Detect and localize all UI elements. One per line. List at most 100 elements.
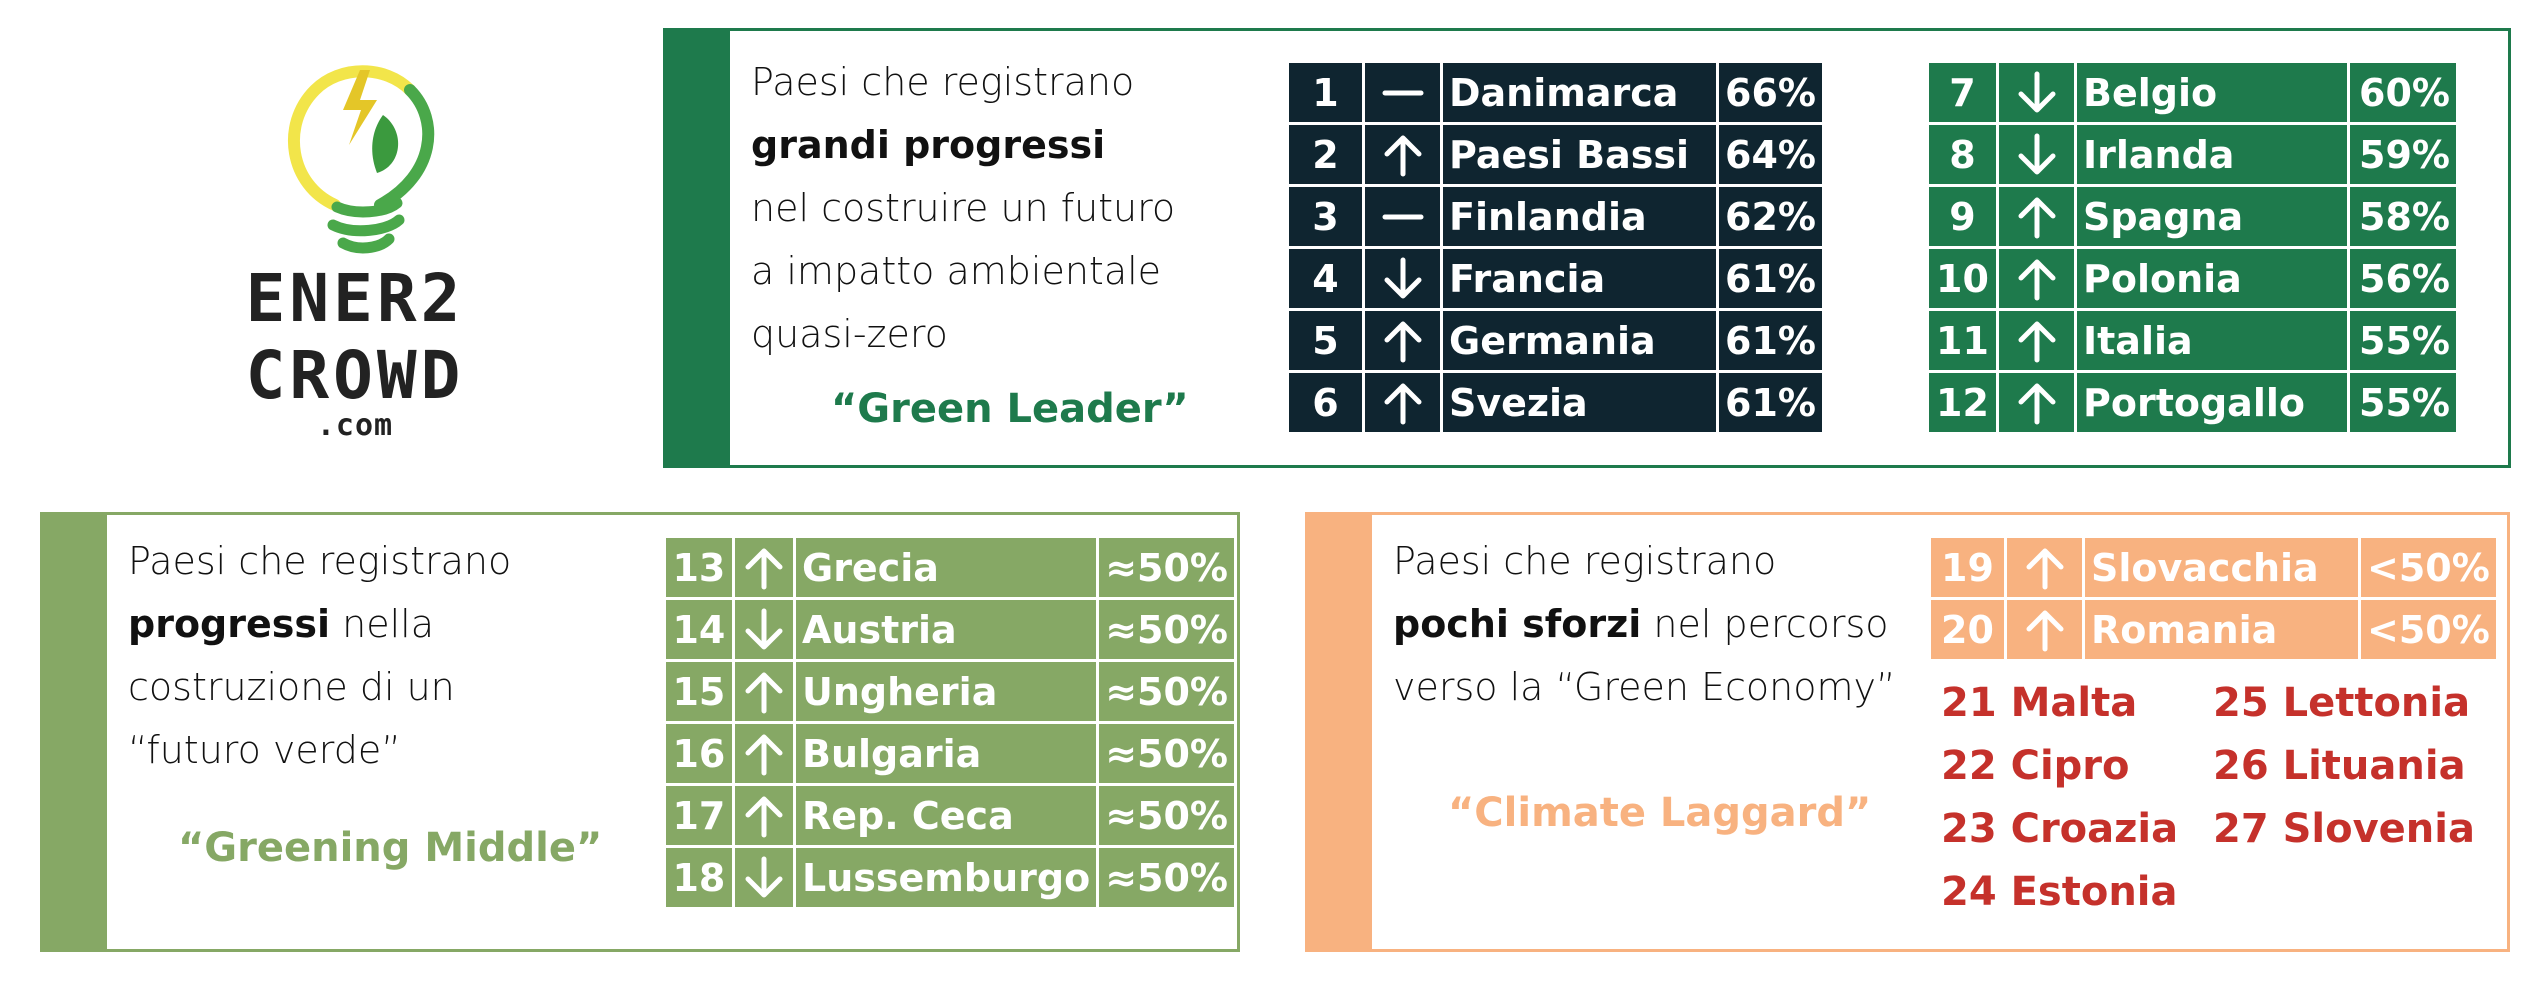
ranking-row: 7 Belgio 60% (1929, 63, 2456, 122)
country-cell: Ungheria (796, 662, 1097, 721)
percentage-cell: ≈50% (1099, 724, 1234, 783)
rank-cell: 19 (1931, 538, 2004, 597)
trend-cell (1365, 249, 1440, 308)
percentage-cell: ≈50% (1099, 600, 1234, 659)
percentage-cell: <50% (2361, 600, 2496, 659)
trend-cell (734, 786, 793, 845)
rank-cell: 18 (666, 848, 732, 907)
percentage-cell: 58% (2350, 187, 2456, 246)
rank-cell: 17 (666, 786, 732, 845)
rank-cell: 3 (1289, 187, 1362, 246)
climate-laggard-table: 19 Slovacchia <50% 20 Romania <50% (1928, 535, 2499, 662)
description-line: verso la “Green Economy” (1393, 665, 1896, 709)
description-line: nel costruire un futuro (751, 186, 1176, 230)
arrow-up-icon (2026, 548, 2063, 589)
rank-cell: 5 (1289, 311, 1362, 370)
ranking-row: 5 Germania 61% (1289, 311, 1822, 370)
greening-middle-table: 13 Grecia ≈50% 14 Austria ≈50% 15 Ungheria ≈50% 1… (663, 535, 1237, 910)
rank-cell: 12 (1929, 373, 1996, 432)
country-cell: Svezia (1443, 373, 1716, 432)
logo-text-line3: .com (316, 408, 394, 443)
description-line: a impatto ambientale (751, 249, 1162, 293)
rank-cell: 9 (1929, 187, 1996, 246)
country-cell: Slovacchia (2085, 538, 2358, 597)
green-leader-panel: Paesi che registrano grandi progressi ne… (663, 28, 2511, 468)
percentage-cell: 60% (2350, 63, 2456, 122)
ranking-row: 6 Svezia 61% (1289, 373, 1822, 432)
rank-cell: 14 (666, 600, 732, 659)
percentage-cell: 64% (1719, 125, 1822, 184)
trend-cell (734, 724, 793, 783)
ranking-row: 2 Paesi Bassi 64% (1289, 125, 1822, 184)
trend-cell (1999, 187, 2074, 246)
climate-laggard-tag: “Climate Laggard” (1448, 790, 1872, 836)
laggard-list-item: 23 Croazia (1941, 806, 2179, 852)
trend-cell (1999, 311, 2074, 370)
trend-cell (1365, 187, 1440, 246)
stable-dash-icon (1382, 90, 1423, 95)
percentage-cell: <50% (2361, 538, 2496, 597)
ranking-row: 12 Portogallo 55% (1929, 373, 2456, 432)
country-cell: Romania (2085, 600, 2358, 659)
percentage-cell: 56% (2350, 249, 2456, 308)
laggard-list-item: 22 Cipro (1941, 743, 2130, 789)
arrow-up-icon (1384, 321, 1421, 362)
description-line: quasi-zero (751, 312, 948, 356)
ranking-row: 19 Slovacchia <50% (1931, 538, 2496, 597)
trend-cell (734, 538, 793, 597)
ranking-row: 11 Italia 55% (1929, 311, 2456, 370)
arrow-up-icon (2018, 383, 2055, 424)
percentage-cell: ≈50% (1099, 662, 1234, 721)
arrow-up-icon (2026, 610, 2063, 651)
green-leader-tag: “Green Leader” (831, 386, 1189, 432)
percentage-cell: ≈50% (1099, 786, 1234, 845)
arrow-up-icon (1384, 135, 1421, 176)
climate-laggard-panel: Paesi che registrano pochi sforzi nel pe… (1305, 512, 2510, 952)
description-line: Paesi che registrano (1393, 539, 1777, 583)
trend-cell (1365, 373, 1440, 432)
arrow-up-icon (745, 548, 783, 589)
country-cell: Finlandia (1443, 187, 1716, 246)
rank-cell: 2 (1289, 125, 1362, 184)
percentage-cell: 55% (2350, 311, 2456, 370)
description-line: “futuro verde” (128, 728, 401, 772)
country-cell: Italia (2077, 311, 2347, 370)
rank-cell: 15 (666, 662, 732, 721)
ranking-row: 8 Irlanda 59% (1929, 125, 2456, 184)
description-bold: grandi progressi (751, 123, 1106, 167)
logo-text-line2: CROWD (245, 337, 465, 414)
laggard-list-item: 27 Slovenia (2213, 806, 2475, 852)
arrow-up-icon (745, 672, 783, 713)
country-cell: Paesi Bassi (1443, 125, 1716, 184)
trend-cell (2007, 600, 2082, 659)
green-leader-description: Paesi che registrano grandi progressi ne… (751, 51, 1175, 366)
laggard-list-item: 24 Estonia (1941, 869, 2178, 915)
rank-cell: 4 (1289, 249, 1362, 308)
percentage-cell: 61% (1719, 311, 1822, 370)
laggard-list-item: 26 Lituania (2213, 743, 2466, 789)
ranking-row: 20 Romania <50% (1931, 600, 2496, 659)
ranking-row: 9 Spagna 58% (1929, 187, 2456, 246)
country-cell: Belgio (2077, 63, 2347, 122)
description-line: Paesi che registrano (751, 60, 1135, 104)
country-cell: Danimarca (1443, 63, 1716, 122)
climate-laggard-description: Paesi che registrano pochi sforzi nel pe… (1393, 530, 1896, 719)
trend-cell (734, 848, 793, 907)
percentage-cell: 55% (2350, 373, 2456, 432)
percentage-cell: 61% (1719, 249, 1822, 308)
arrow-up-icon (1384, 383, 1421, 424)
country-cell: Germania (1443, 311, 1716, 370)
rank-cell: 8 (1929, 125, 1996, 184)
rank-cell: 10 (1929, 249, 1996, 308)
climate-laggard-accent-bar (1308, 515, 1372, 949)
country-cell: Portogallo (2077, 373, 2347, 432)
ranking-row: 4 Francia 61% (1289, 249, 1822, 308)
ranking-row: 17 Rep. Ceca ≈50% (666, 786, 1234, 845)
trend-cell (1365, 311, 1440, 370)
percentage-cell: 62% (1719, 187, 1822, 246)
country-cell: Lussemburgo (796, 848, 1097, 907)
greening-middle-accent-bar (43, 515, 107, 949)
ranking-row: 13 Grecia ≈50% (666, 538, 1234, 597)
country-cell: Irlanda (2077, 125, 2347, 184)
logo-text-line1: ENER2 (245, 260, 465, 337)
